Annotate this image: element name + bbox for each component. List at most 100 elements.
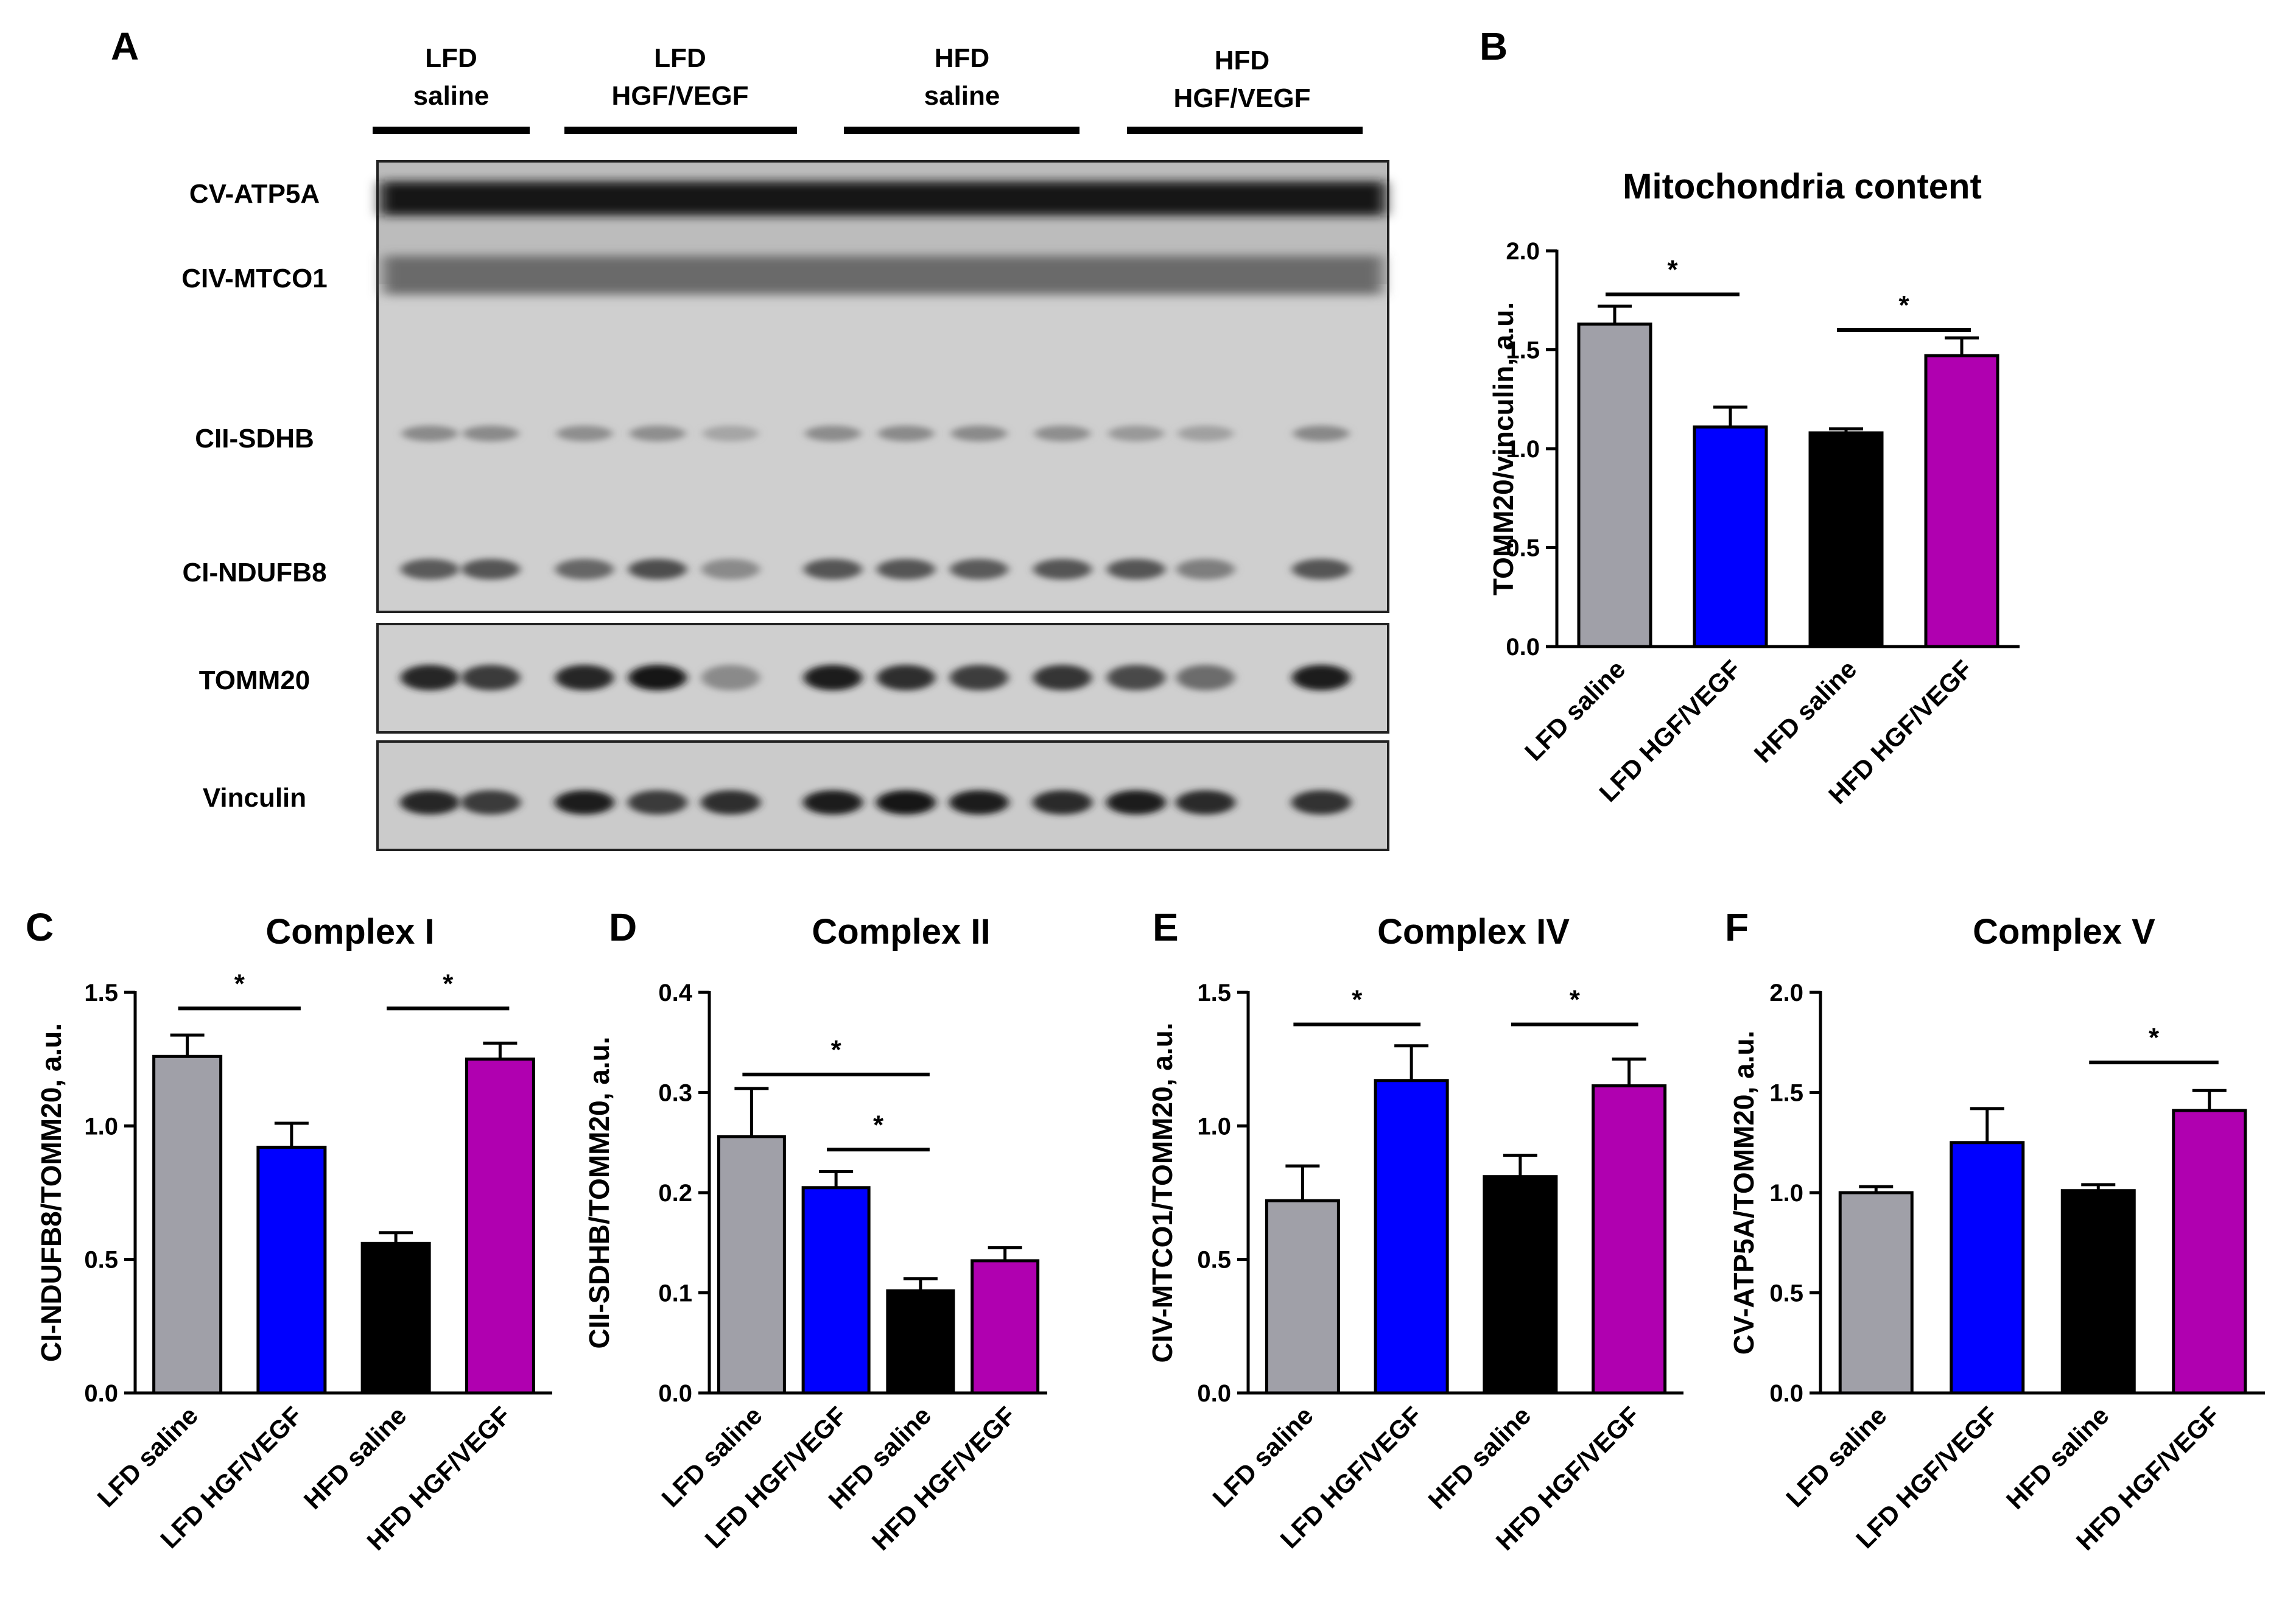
band-label-sdhb: CII-SDHB <box>195 424 314 454</box>
band-row-ndufb8 <box>401 559 1350 580</box>
blot-band <box>1034 426 1090 441</box>
blot-band <box>628 665 687 690</box>
y-tick-label: 0.3 <box>658 1080 692 1107</box>
blot-band <box>950 665 1008 690</box>
blot-membrane-vinculin <box>376 740 1389 851</box>
blot-band <box>1108 426 1164 441</box>
blot-band <box>1292 559 1350 580</box>
x-category-label: LFD saline <box>92 1401 203 1512</box>
blot-band <box>1107 559 1165 580</box>
y-tick-label: 2.0 <box>1506 238 1540 265</box>
y-tick-label: 0.0 <box>658 1380 692 1407</box>
panel-letter-d: D <box>609 905 637 949</box>
blot-band <box>701 559 760 580</box>
blot-band <box>628 559 687 580</box>
y-tick-label: 0.0 <box>1506 634 1540 661</box>
blot-band <box>463 426 519 441</box>
panel-letter-a: A <box>111 24 139 68</box>
chart-title: Mitochondria content <box>1623 167 1982 206</box>
blot-band <box>1176 665 1235 690</box>
significance-star: * <box>1667 255 1678 285</box>
chart-b-mitochondria-content: Mitochondria content TOMM20/vinculin, a.u… <box>1487 167 2020 809</box>
x-category-label: LFD saline <box>1207 1401 1318 1512</box>
y-tick-label: 0.5 <box>1769 1280 1803 1307</box>
x-category-label: HFD saline <box>2001 1401 2115 1515</box>
blot-band <box>555 559 614 580</box>
chart-e-complex-iv: Complex IV CIV-MTCO1/TOMM20, a.u. 0.0 0.5 1.… <box>1146 912 1683 1556</box>
band-label-atp5a: CV-ATP5A <box>189 179 320 209</box>
blot-band <box>1176 790 1235 815</box>
x-category-label: HFD HGF/VEGF <box>866 1401 1021 1556</box>
blot-band <box>1107 665 1165 690</box>
chart-c-complex-i: Complex I CI-NDUFB8/TOMM20, a.u. 0.0 0.5 1.0… <box>35 912 552 1556</box>
y-tick-label: 1.0 <box>1506 436 1540 463</box>
significance-star: * <box>873 1110 884 1140</box>
bar-lfd-saline <box>717 1135 786 1395</box>
bar-lfd-saline <box>1265 1199 1340 1395</box>
bar-hfd-hgf-vegf <box>971 1259 1040 1395</box>
bar-hfd-saline <box>886 1289 955 1395</box>
blot-membrane-tomm20 <box>376 623 1389 734</box>
y-tick-label: 1.5 <box>1197 980 1231 1006</box>
panel-a: A LFD saline LFD HGF/VEGF HFD saline HFD… <box>111 24 1389 851</box>
y-tick-label: 0.5 <box>1197 1247 1231 1274</box>
blot-band <box>1293 426 1349 441</box>
y-axis-label: CIV-MTCO1/TOMM20, a.u. <box>1146 1023 1178 1363</box>
chart-d-complex-ii: Complex II CII-SDHB/TOMM20, a.u. 0.0 0.1 0.2… <box>583 912 1047 1556</box>
blot-group-hfd-hgf-vegf: HFD HGF/VEGF <box>1127 46 1363 134</box>
blot-band <box>876 790 936 815</box>
blot-band <box>401 559 459 580</box>
y-tick-label: 0.0 <box>1197 1380 1231 1407</box>
blot-band <box>555 665 614 690</box>
blot-band <box>805 426 861 441</box>
y-tick-label: 0.1 <box>658 1280 692 1307</box>
bar-hfd-hgf-vegf <box>1592 1084 1667 1395</box>
y-axis-label: CV-ATP5A/TOMM20, a.u. <box>1728 1031 1760 1355</box>
bar-lfd-hgf-vegf <box>1693 425 1768 648</box>
band-label-tomm20: TOMM20 <box>199 665 311 695</box>
y-tick-label: 1.5 <box>1769 1080 1803 1107</box>
chart-title: Complex I <box>265 912 434 952</box>
band-row-tomm20 <box>401 665 1350 690</box>
band-label-ndufb8: CI-NDUFB8 <box>182 558 326 588</box>
group-label-line2: saline <box>413 81 490 111</box>
blot-band <box>803 790 863 815</box>
y-tick-label: 0.4 <box>658 980 692 1006</box>
blot-band <box>402 426 458 441</box>
group-label-line1: HFD <box>1215 46 1269 75</box>
blot-band <box>701 665 760 690</box>
group-label-line2: HGF/VEGF <box>1174 83 1311 113</box>
group-bar <box>1127 127 1363 134</box>
group-bar <box>373 127 530 134</box>
blot-band <box>400 790 460 815</box>
y-tick-label: 0.0 <box>84 1380 118 1407</box>
blot-group-lfd-saline: LFD saline <box>373 43 530 134</box>
y-tick-label: 1.5 <box>84 980 118 1006</box>
blot-band <box>1106 790 1166 815</box>
chart-title: Complex IV <box>1377 912 1570 952</box>
y-axis-label: CII-SDHB/TOMM20, a.u. <box>583 1037 615 1349</box>
y-tick-label: 1.5 <box>1506 337 1540 364</box>
significance-star: * <box>831 1035 842 1065</box>
bar-hfd-hgf-vegf <box>1924 354 1999 648</box>
group-label-line1: LFD <box>425 43 477 73</box>
bar-hfd-hgf-vegf <box>2172 1109 2247 1395</box>
blot-band <box>701 790 760 815</box>
bar-hfd-saline <box>1808 431 1884 648</box>
significance-star: * <box>1898 290 1909 320</box>
blot-band <box>556 426 613 441</box>
panel-letter-f: F <box>1725 905 1749 949</box>
significance-star: * <box>2149 1023 2160 1053</box>
blot-band <box>461 790 521 815</box>
blot-band <box>630 426 686 441</box>
blot-band <box>1176 559 1235 580</box>
blot-band <box>804 665 862 690</box>
y-tick-label: 1.0 <box>1197 1113 1231 1140</box>
panel-letter-e: E <box>1153 905 1179 949</box>
x-category-label: LFD HGF/VEGF <box>699 1401 852 1554</box>
bar-lfd-hgf-vegf <box>1374 1079 1449 1395</box>
band-label-mtco1: CIV-MTCO1 <box>181 264 328 293</box>
bar-hfd-saline <box>1483 1175 1558 1395</box>
blot-band <box>804 559 862 580</box>
